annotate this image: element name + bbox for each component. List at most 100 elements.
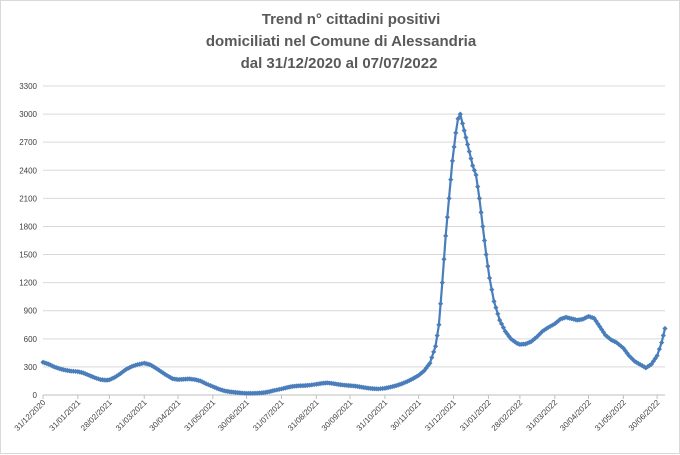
data-point-marker — [654, 353, 660, 359]
y-tick-label: 3300 — [19, 82, 37, 91]
data-point-marker — [659, 339, 665, 346]
data-point-marker — [151, 364, 157, 370]
data-point-marker — [402, 379, 409, 385]
data-point-marker — [274, 387, 280, 393]
data-point-marker — [475, 184, 481, 190]
data-point-marker — [497, 317, 503, 323]
x-tick-label: 30/04/2022 — [558, 398, 593, 433]
y-tick-label: 2100 — [19, 194, 37, 203]
data-point-marker — [158, 368, 164, 375]
data-point-marker — [84, 371, 90, 378]
data-point-marker — [210, 383, 216, 390]
data-point-marker — [149, 363, 155, 369]
data-point-marker — [584, 314, 590, 320]
data-point-marker — [512, 339, 518, 345]
series-group — [40, 111, 668, 396]
x-tick-label: 31/12/2021 — [423, 398, 458, 433]
data-point-marker — [612, 339, 618, 345]
data-point-marker — [473, 172, 479, 178]
data-point-marker — [630, 356, 636, 363]
data-point-marker — [116, 372, 122, 378]
data-point-marker — [425, 363, 431, 369]
y-tick-label: 600 — [24, 335, 38, 344]
data-point-marker — [660, 332, 666, 339]
data-point-marker — [88, 373, 94, 379]
data-point-marker — [434, 332, 440, 339]
data-point-marker — [547, 323, 553, 329]
x-tick-label: 30/04/2021 — [148, 398, 183, 433]
y-tick-label: 1200 — [19, 279, 37, 288]
data-point-marker — [443, 233, 449, 239]
x-tick-label: 31/07/2021 — [251, 398, 286, 433]
x-tick-label: 30/09/2021 — [320, 398, 355, 433]
data-point-marker — [471, 167, 477, 173]
data-point-marker — [207, 383, 214, 389]
data-point-marker — [532, 335, 538, 342]
data-point-marker — [199, 379, 205, 385]
data-point-marker — [545, 324, 551, 331]
data-point-marker — [203, 381, 209, 387]
x-tick-label: 31/12/2020 — [13, 398, 48, 433]
data-point-marker — [478, 209, 484, 216]
data-point-marker — [650, 358, 656, 364]
data-point-marker — [80, 370, 87, 376]
data-point-marker — [580, 316, 586, 322]
data-point-marker — [459, 120, 466, 127]
data-point-marker — [465, 141, 471, 148]
data-point-marker — [213, 385, 220, 391]
data-point-marker — [448, 177, 454, 183]
data-point-marker — [137, 361, 143, 367]
data-point-marker — [444, 214, 450, 220]
data-point-marker — [504, 331, 510, 337]
data-point-marker — [408, 376, 414, 383]
data-point-marker — [112, 374, 118, 380]
y-tick-label: 900 — [24, 307, 38, 316]
data-point-marker — [600, 329, 607, 335]
data-point-marker — [453, 130, 459, 136]
data-point-marker — [114, 373, 120, 379]
x-tick-label: 31/05/2021 — [183, 398, 218, 433]
data-point-marker — [446, 195, 452, 201]
data-point-marker — [500, 324, 507, 331]
x-tick-label: 31/05/2022 — [593, 398, 628, 433]
data-point-marker — [616, 341, 622, 348]
x-tick-label: 31/03/2022 — [525, 398, 560, 433]
data-point-marker — [441, 256, 447, 262]
chart-title: Trend n° cittadini positivi domiciliati … — [206, 11, 477, 72]
x-tick-label: 31/10/2021 — [355, 398, 390, 433]
data-point-marker — [429, 354, 435, 361]
data-point-marker — [414, 373, 420, 380]
data-point-marker — [160, 370, 166, 376]
data-point-marker — [510, 337, 516, 343]
data-point-marker — [647, 362, 653, 368]
data-point-marker — [125, 365, 131, 371]
data-point-marker — [167, 374, 174, 381]
data-point-marker — [485, 263, 491, 269]
data-point-marker — [662, 325, 668, 332]
series-line — [42, 112, 667, 395]
data-point-marker — [606, 335, 612, 341]
x-tick-label: 30/11/2021 — [389, 398, 424, 433]
data-point-marker — [412, 374, 418, 381]
data-point-marker — [645, 363, 651, 370]
data-point-marker — [604, 334, 610, 340]
y-tick-label: 2700 — [19, 138, 37, 147]
y-tick-label: 1800 — [19, 222, 37, 231]
data-point-marker — [110, 375, 116, 381]
data-point-marker — [439, 280, 445, 286]
data-point-marker — [608, 337, 614, 343]
data-point-marker — [648, 361, 655, 367]
x-tick-label: 30/06/2021 — [216, 398, 251, 433]
data-point-marker — [495, 311, 501, 317]
y-tick-label: 2400 — [19, 166, 37, 175]
data-point-marker — [423, 365, 429, 371]
data-point-marker — [432, 343, 439, 349]
data-point-marker — [470, 162, 476, 169]
data-point-marker — [410, 376, 416, 382]
data-point-marker — [637, 361, 643, 368]
data-point-marker — [455, 116, 461, 122]
data-point-marker — [498, 321, 505, 327]
data-point-marker — [457, 111, 463, 117]
